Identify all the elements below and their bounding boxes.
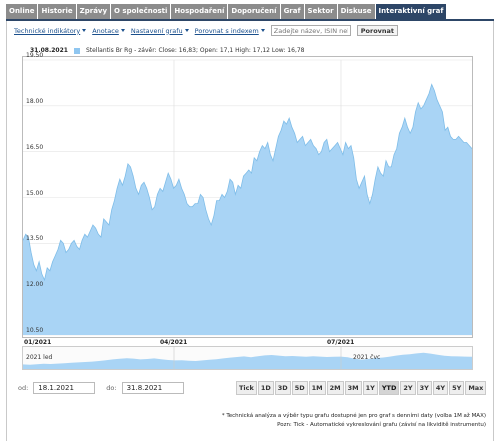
- tab-7[interactable]: Sektor: [304, 4, 337, 19]
- period-button-2m[interactable]: 2M: [326, 381, 344, 395]
- date-range: od: 18.1.2021 do: 31.8.2021: [18, 382, 190, 394]
- y-tick-label: 16.50: [26, 143, 44, 151]
- navigator-label-left: 2021 led: [26, 354, 53, 361]
- period-selector: Tick 1D 3D 5D 1M 2M 3M 1Y YTD 2Y 3Y 4Y 5Y Max: [236, 381, 487, 395]
- compare-search-input[interactable]: [270, 25, 351, 36]
- annotations-dropdown[interactable]: Anotace: [92, 27, 125, 35]
- tab-8[interactable]: Diskuse: [337, 4, 375, 19]
- tab-5[interactable]: Doporučení: [228, 4, 280, 19]
- period-button-4y[interactable]: 4Y: [432, 381, 449, 395]
- x-tick-label: 07/2021: [327, 339, 355, 346]
- chevron-down-icon: [82, 29, 87, 32]
- period-button-3m[interactable]: 3M: [344, 381, 362, 395]
- legend-date: 31.08.2021: [30, 47, 68, 54]
- navigator[interactable]: [22, 346, 473, 370]
- y-tick-label: 19.50: [26, 52, 44, 59]
- period-button-1m[interactable]: 1M: [308, 381, 326, 395]
- period-button-max[interactable]: Max: [465, 381, 487, 395]
- legend-series-text: Stellantis Br Rg - závěr: Close: 16,83; …: [85, 47, 305, 54]
- compare-button[interactable]: Porovnat: [356, 25, 399, 36]
- y-tick-label: 15.00: [26, 189, 44, 197]
- period-button-1d[interactable]: 1D: [257, 381, 274, 395]
- to-label: do:: [106, 384, 117, 392]
- chevron-down-icon: [184, 29, 189, 32]
- y-tick-label: 10.50: [26, 327, 44, 334]
- from-label: od:: [18, 384, 29, 392]
- footnote-2: Pozn: Tick - Automatické vykreslování gr…: [277, 422, 486, 428]
- indicators-dropdown[interactable]: Technické indikátory: [14, 27, 87, 35]
- chart-settings-dropdown[interactable]: Nastavení grafu: [131, 27, 189, 35]
- tab-9[interactable]: Interaktivní graf: [375, 4, 447, 19]
- period-button-tick[interactable]: Tick: [236, 381, 257, 395]
- from-date-input[interactable]: 18.1.2021: [33, 382, 96, 394]
- x-tick-label: 01/2021: [24, 339, 52, 346]
- chart-toolbar: Technické indikátory Anotace Nastavení g…: [14, 25, 399, 36]
- navigator-label-right: 2021 čvc: [353, 354, 381, 361]
- period-button-ytd[interactable]: YTD: [378, 381, 400, 395]
- tab-1[interactable]: Historie: [38, 4, 76, 19]
- y-tick-label: 13.50: [26, 235, 44, 243]
- chevron-down-icon: [260, 29, 265, 32]
- legend-swatch: [73, 47, 80, 54]
- tab-0[interactable]: Online: [6, 4, 38, 19]
- compare-index-dropdown[interactable]: Porovnat s indexem: [195, 27, 265, 35]
- period-button-3d[interactable]: 3D: [274, 381, 291, 395]
- period-button-5y[interactable]: 5Y: [449, 381, 465, 395]
- chevron-down-icon: [120, 29, 125, 32]
- tab-3[interactable]: O společnosti: [111, 4, 171, 19]
- y-tick-label: 18.00: [26, 97, 44, 105]
- to-date-input[interactable]: 31.8.2021: [121, 382, 184, 394]
- x-tick-label: 04/2021: [160, 339, 188, 346]
- y-tick-label: 12.00: [26, 281, 44, 289]
- period-button-3y[interactable]: 3Y: [416, 381, 432, 395]
- chart-legend: 31.08.2021 Stellantis Br Rg - závěr: Clo…: [30, 47, 305, 54]
- footnote-1: * Technická analýza a výběr typu grafu d…: [221, 413, 486, 419]
- chart-frame[interactable]: [22, 56, 473, 338]
- tab-2[interactable]: Zprávy: [76, 4, 111, 19]
- tab-6[interactable]: Graf: [280, 4, 304, 19]
- period-button-2y[interactable]: 2Y: [400, 381, 416, 395]
- period-button-1y[interactable]: 1Y: [362, 381, 378, 395]
- period-button-5d[interactable]: 5D: [291, 381, 308, 395]
- tab-bar: Online Historie Zprávy O společnosti Hospoda…: [6, 4, 447, 19]
- tab-4[interactable]: Hospodaření: [171, 4, 228, 19]
- tab-underline: [6, 19, 494, 21]
- content-panel: [6, 21, 494, 441]
